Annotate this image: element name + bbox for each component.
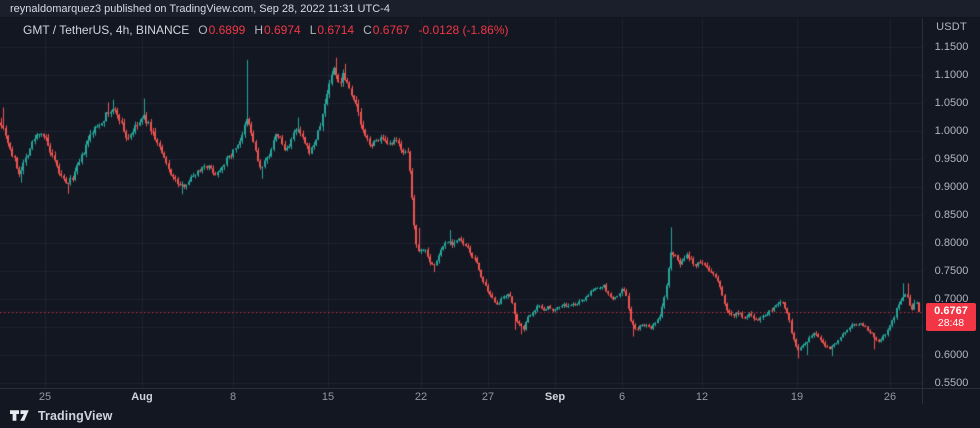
symbol-title: GMT / TetherUS, 4h, BINANCE xyxy=(23,22,190,37)
time-tick-month: Aug xyxy=(131,391,153,403)
price-tick-label: 0.7500 xyxy=(934,265,969,277)
price-tick-label: 0.8000 xyxy=(934,237,969,249)
attribution-text: reynaldomarquez3 published on TradingVie… xyxy=(10,3,390,15)
time-tick-day: 26 xyxy=(883,391,897,403)
price-axis[interactable]: USDT 1.1500 1.1000 1.0500 1.0000 0.9500 0.900… xyxy=(922,18,980,404)
time-tick-day: 12 xyxy=(695,391,709,403)
tradingview-brand[interactable]: TradingView xyxy=(10,408,113,423)
time-axis[interactable]: 25 Aug 8 15 22 27 Sep 6 12 19 26 xyxy=(0,388,980,404)
time-tick-day: 6 xyxy=(618,391,626,403)
time-tick-day: 15 xyxy=(321,391,335,403)
bar-countdown: 28:48 xyxy=(937,317,965,330)
time-tick-day: 25 xyxy=(38,391,52,403)
last-price-value: 0.6767 xyxy=(934,305,968,318)
price-tick-label: 1.1000 xyxy=(934,69,969,81)
ohlc-open: O 0.6899 xyxy=(198,22,246,37)
ohlc-low: L 0.6714 xyxy=(309,22,355,37)
price-tick-label: 0.9500 xyxy=(934,153,969,165)
attribution-bar: reynaldomarquez3 published on TradingVie… xyxy=(0,0,980,18)
tradingview-brand-text: TradingView xyxy=(38,408,113,423)
ohlc-close: C 0.6767 xyxy=(363,22,410,37)
price-tick-label: 0.8500 xyxy=(934,209,969,221)
currency-label: USDT xyxy=(936,21,967,33)
footer-bar: TradingView xyxy=(0,404,980,428)
price-tick-label: 0.5500 xyxy=(934,377,969,389)
time-tick-day: 8 xyxy=(229,391,237,403)
price-tick-label: 1.0500 xyxy=(934,97,969,109)
time-tick-day: 19 xyxy=(790,391,804,403)
time-tick-day: 27 xyxy=(481,391,495,403)
symbol-legend[interactable]: GMT / TetherUS, 4h, BINANCE O 0.6899 H 0… xyxy=(23,19,509,40)
price-tick-label: 0.9000 xyxy=(934,181,969,193)
price-change: -0.0128 (-1.86%) xyxy=(418,22,509,37)
price-tick-label: 0.6000 xyxy=(934,349,969,361)
candlestick-chart[interactable] xyxy=(0,18,922,388)
price-tick-label: 1.1500 xyxy=(934,41,969,53)
price-tick-label: 0.7000 xyxy=(934,293,969,305)
ohlc-high: H 0.6974 xyxy=(254,22,301,37)
time-tick-day: 22 xyxy=(414,391,428,403)
price-tick-label: 1.0000 xyxy=(934,125,969,137)
time-tick-month: Sep xyxy=(544,391,566,403)
last-price-badge: 0.6767 28:48 xyxy=(926,303,976,332)
axis-separator xyxy=(922,388,923,404)
tradingview-logo-icon xyxy=(10,410,29,421)
